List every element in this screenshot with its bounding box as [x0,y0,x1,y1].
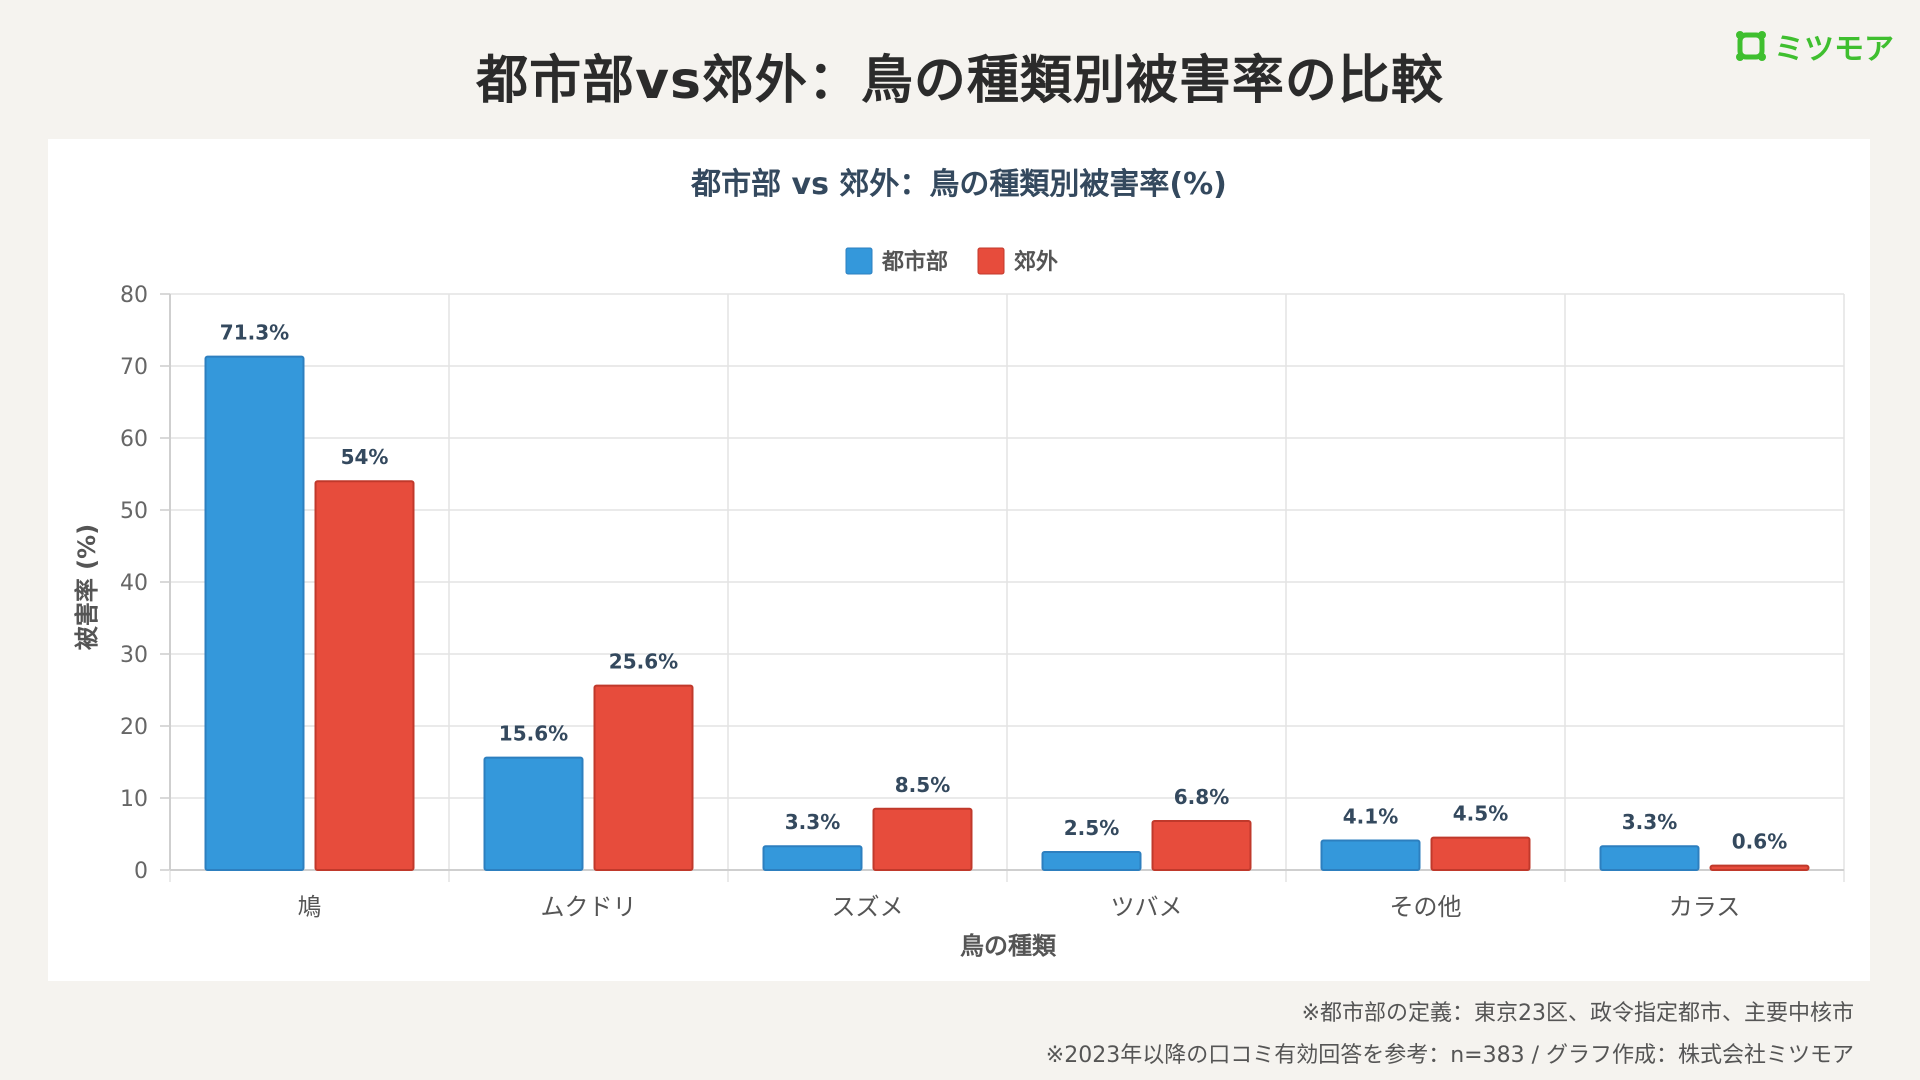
bar-urban[interactable] [1320,839,1421,871]
legend-swatch-suburban [977,247,1005,275]
bar-urban[interactable] [762,845,863,871]
y-tick-label: 10 [120,787,148,812]
data-label-suburban: 6.8% [1174,785,1229,809]
x-tick-label: 鳩 [298,893,322,921]
bar-suburban[interactable] [1151,820,1252,871]
chart-title: 都市部 vs 郊外：鳥の種類別被害率(%) [690,167,1227,202]
data-label-urban: 4.1% [1343,804,1398,828]
x-axis-label: 鳥の種類 [960,932,1057,960]
legend-swatch-urban [845,247,873,275]
data-label-urban: 15.6% [499,722,568,746]
legend-label-urban: 都市部 [881,249,948,275]
page-title: 都市部vs郊外：鳥の種類別被害率の比較 [476,51,1444,111]
x-tick-label: カラス [1669,893,1741,921]
data-label-suburban: 8.5% [895,773,950,797]
legend-label-suburban: 郊外 [1014,249,1058,275]
y-axis-label: 被害率 (%) [73,524,101,650]
data-label-urban: 3.3% [785,810,840,834]
bar-urban[interactable] [1041,851,1142,871]
legend: 都市部 郊外 [845,247,1058,275]
bar-urban[interactable] [483,756,584,871]
logo-icon [1736,31,1766,61]
x-tick-label: スズメ [832,893,904,921]
brand-logo: ミツモア [1734,24,1894,68]
bar-suburban[interactable] [1430,836,1531,871]
data-label-suburban: 25.6% [609,650,678,674]
data-label-suburban: 54% [341,445,389,469]
bar-suburban[interactable] [314,480,415,871]
data-label-urban: 2.5% [1064,816,1119,840]
y-tick-label: 80 [120,283,148,308]
y-tick-label: 20 [120,715,148,740]
y-tick-label: 0 [134,859,148,884]
data-label-urban: 71.3% [220,321,289,345]
data-label-suburban: 0.6% [1732,830,1787,854]
bar-suburban[interactable] [872,807,973,871]
footnote-source: ※2023年以降の口コミ有効回答を参考：n=383 / グラフ作成：株式会社ミツ… [1045,1043,1854,1068]
bar-urban[interactable] [1599,845,1700,871]
data-label-urban: 3.3% [1622,810,1677,834]
footnote-definition: ※都市部の定義：東京23区、政令指定都市、主要中核市 [1301,1001,1854,1026]
bar-suburban[interactable] [1709,864,1810,871]
x-tick-label: その他 [1390,893,1462,921]
y-tick-label: 60 [120,427,148,452]
bar-urban[interactable] [204,355,305,871]
x-tick-label: ムクドリ [541,893,637,921]
data-label-suburban: 4.5% [1453,802,1508,826]
y-tick-label: 70 [120,355,148,380]
y-tick-label: 30 [120,643,148,668]
bar-chart: 都市部 vs 郊外：鳥の種類別被害率(%) 都市部 郊外 0 10 20 30 40 50… [73,167,1845,960]
y-tick-label: 50 [120,499,148,524]
bar-suburban[interactable] [593,684,694,871]
chart-card: 都市部 vs 郊外：鳥の種類別被害率(%) 都市部 郊外 0 10 20 30 40 50… [48,139,1870,981]
logo-text: ミツモア [1774,32,1894,67]
x-tick-label: ツバメ [1111,893,1183,921]
y-tick-label: 40 [120,571,148,596]
